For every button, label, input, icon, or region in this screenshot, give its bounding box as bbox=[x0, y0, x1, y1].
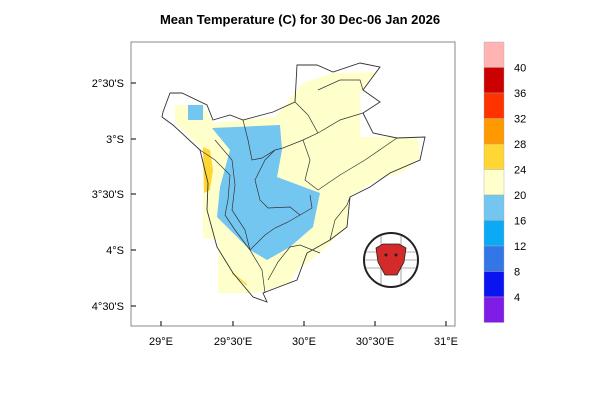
colorbar-label: 20 bbox=[514, 190, 526, 202]
temp-region-16-20 bbox=[212, 125, 320, 260]
colorbar-swatch bbox=[483, 220, 505, 247]
colorbar-swatch bbox=[483, 194, 505, 221]
colorbar-label: 36 bbox=[514, 88, 526, 100]
colorbar-label: 4 bbox=[514, 292, 520, 304]
y-axis bbox=[131, 82, 136, 307]
colorbar-swatch bbox=[483, 245, 505, 272]
colorbar-label: 40 bbox=[514, 63, 526, 75]
province-boundaries bbox=[199, 79, 398, 294]
colorbar-label: 24 bbox=[514, 165, 526, 177]
x-tick-label: 31°E bbox=[434, 336, 458, 348]
x-axis bbox=[160, 321, 447, 326]
colorbar-label: 32 bbox=[514, 114, 526, 126]
burundi-border bbox=[161, 62, 426, 303]
igebu-logo bbox=[363, 232, 419, 288]
colorbar-swatch bbox=[483, 41, 505, 68]
temp-region-24-28 bbox=[203, 147, 213, 193]
colorbar-swatch bbox=[483, 296, 505, 323]
temp-region-16-20-north bbox=[188, 105, 203, 120]
x-tick-label: 29°E bbox=[149, 336, 173, 348]
x-tick-label: 30°30'E bbox=[356, 336, 394, 348]
colorbar-swatch bbox=[483, 92, 505, 119]
colorbar-swatch bbox=[483, 118, 505, 145]
x-tick-label: 29°30'E bbox=[214, 336, 252, 348]
map-title: Mean Temperature (C) for 30 Dec-06 Jan 2… bbox=[159, 12, 441, 27]
colorbar-swatch bbox=[483, 169, 505, 196]
colorbar-label: 28 bbox=[514, 139, 526, 151]
x-tick-label: 30°E bbox=[292, 336, 316, 348]
y-tick-label: 4°S bbox=[106, 245, 124, 257]
colorbar: 40 36 32 28 24 20 16 12 8 4 bbox=[483, 41, 526, 323]
colorbar-label: 12 bbox=[514, 241, 526, 253]
colorbar-swatch bbox=[483, 143, 505, 170]
y-tick-label: 2°30'S bbox=[92, 78, 124, 90]
y-tick-label: 4°30'S bbox=[92, 301, 124, 313]
colorbar-label: 16 bbox=[514, 216, 526, 228]
y-tick-label: 3°S bbox=[106, 134, 124, 146]
colorbar-swatch bbox=[483, 67, 505, 94]
colorbar-swatch bbox=[483, 271, 505, 298]
colorbar-label: 8 bbox=[514, 267, 520, 279]
y-tick-label: 3°30'S bbox=[92, 189, 124, 201]
